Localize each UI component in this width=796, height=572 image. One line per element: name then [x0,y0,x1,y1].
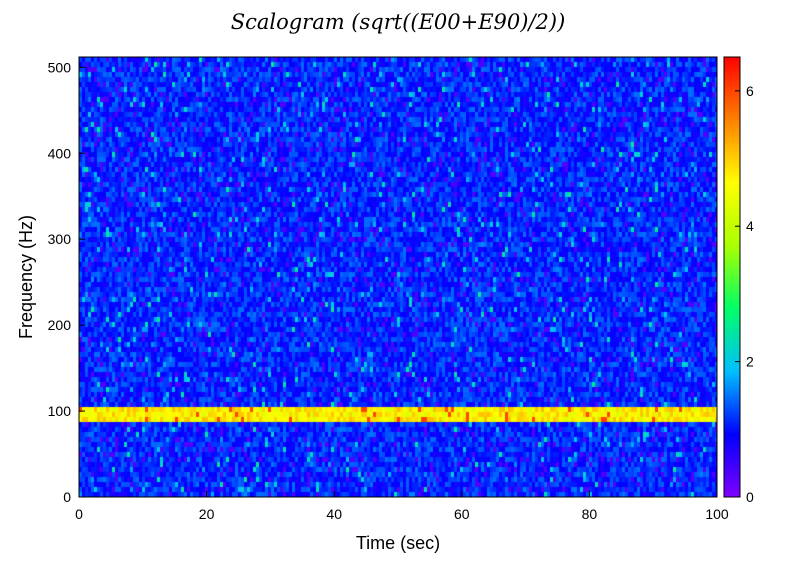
y-tick-label: 200 [48,317,72,333]
heatmap-area [79,57,717,497]
colorbar-gradient [723,56,741,498]
colorbar-tick-label: 6 [746,83,754,99]
chart-title: Scalogram (sqrt((E00+E90)/2)) [231,10,566,34]
y-tick-label: 0 [63,489,71,505]
y-tick-label: 500 [48,59,72,75]
colorbar-tick-label: 0 [746,489,754,505]
x-tick-label: 60 [454,506,470,522]
colorbar [723,56,741,498]
y-tick-label: 400 [48,145,72,161]
x-tick-label: 80 [582,506,598,522]
x-tick-label: 0 [75,506,83,522]
y-axis: 0 100 200 300 400 500 [48,59,85,505]
heatmap-cells [79,57,717,497]
x-tick-label: 100 [705,506,729,522]
x-axis: 0 20 40 60 80 100 [75,491,729,522]
colorbar-tick-label: 4 [746,218,754,234]
y-axis-label: Frequency (Hz) [16,215,36,339]
x-axis-label: Time (sec) [356,533,440,553]
x-tick-label: 20 [199,506,215,522]
colorbar-axis: 0 2 4 6 [735,83,754,505]
colorbar-tick-label: 2 [746,354,754,370]
y-tick-label: 100 [48,403,72,419]
y-tick-label: 300 [48,231,72,247]
plot-frame [78,56,718,498]
x-tick-label: 40 [326,506,342,522]
